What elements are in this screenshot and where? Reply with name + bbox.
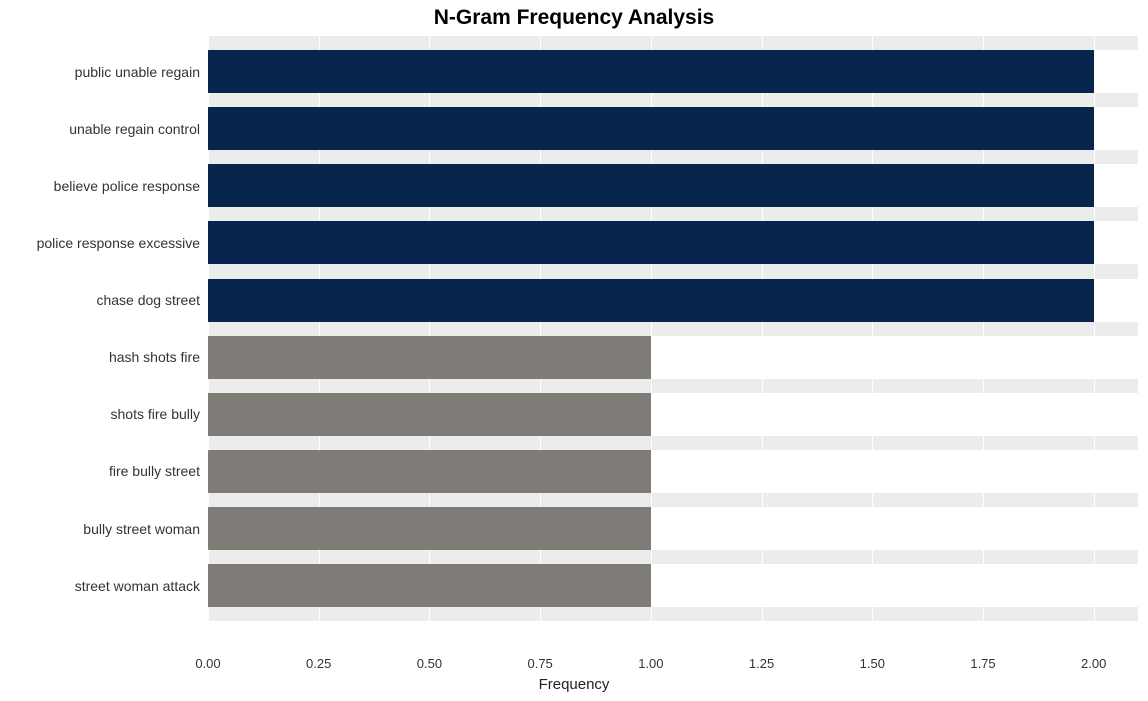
y-tick-label: public unable regain	[0, 65, 200, 79]
chart-title: N-Gram Frequency Analysis	[0, 6, 1148, 30]
grid-band	[208, 264, 1138, 278]
y-tick-label: fire bully street	[0, 464, 200, 478]
y-tick-label: unable regain control	[0, 122, 200, 136]
x-axis-label: Frequency	[0, 676, 1148, 693]
plot-area	[208, 36, 1138, 650]
grid-band	[208, 207, 1138, 221]
x-tick-label: 1.25	[737, 656, 787, 671]
y-tick-label: chase dog street	[0, 293, 200, 307]
grid-band	[208, 436, 1138, 450]
y-tick-label: hash shots fire	[0, 350, 200, 364]
ngram-chart: N-Gram Frequency Analysis Frequency publ…	[0, 0, 1148, 701]
y-tick-label: shots fire bully	[0, 407, 200, 421]
grid-band	[208, 550, 1138, 564]
y-tick-label: police response excessive	[0, 236, 200, 250]
bar	[208, 107, 1094, 150]
x-tick-label: 0.00	[183, 656, 233, 671]
x-tick-label: 0.50	[404, 656, 454, 671]
bar	[208, 450, 651, 493]
bar	[208, 279, 1094, 322]
x-tick-label: 0.25	[294, 656, 344, 671]
grid-band	[208, 379, 1138, 393]
grid-band	[208, 150, 1138, 164]
grid-band	[208, 607, 1138, 621]
x-tick-label: 1.00	[626, 656, 676, 671]
bar	[208, 50, 1094, 93]
x-tick-label: 1.75	[958, 656, 1008, 671]
grid-band	[208, 493, 1138, 507]
bar	[208, 393, 651, 436]
x-tick-label: 0.75	[515, 656, 565, 671]
x-tick-label: 1.50	[847, 656, 897, 671]
grid-line	[1094, 36, 1095, 650]
x-tick-label: 2.00	[1069, 656, 1119, 671]
bar	[208, 507, 651, 550]
y-tick-label: street woman attack	[0, 579, 200, 593]
bar	[208, 221, 1094, 264]
grid-band	[208, 93, 1138, 107]
y-tick-label: bully street woman	[0, 522, 200, 536]
grid-band	[208, 322, 1138, 336]
bar	[208, 336, 651, 379]
grid-band	[208, 36, 1138, 50]
y-tick-label: believe police response	[0, 179, 200, 193]
bar	[208, 164, 1094, 207]
bar	[208, 564, 651, 607]
